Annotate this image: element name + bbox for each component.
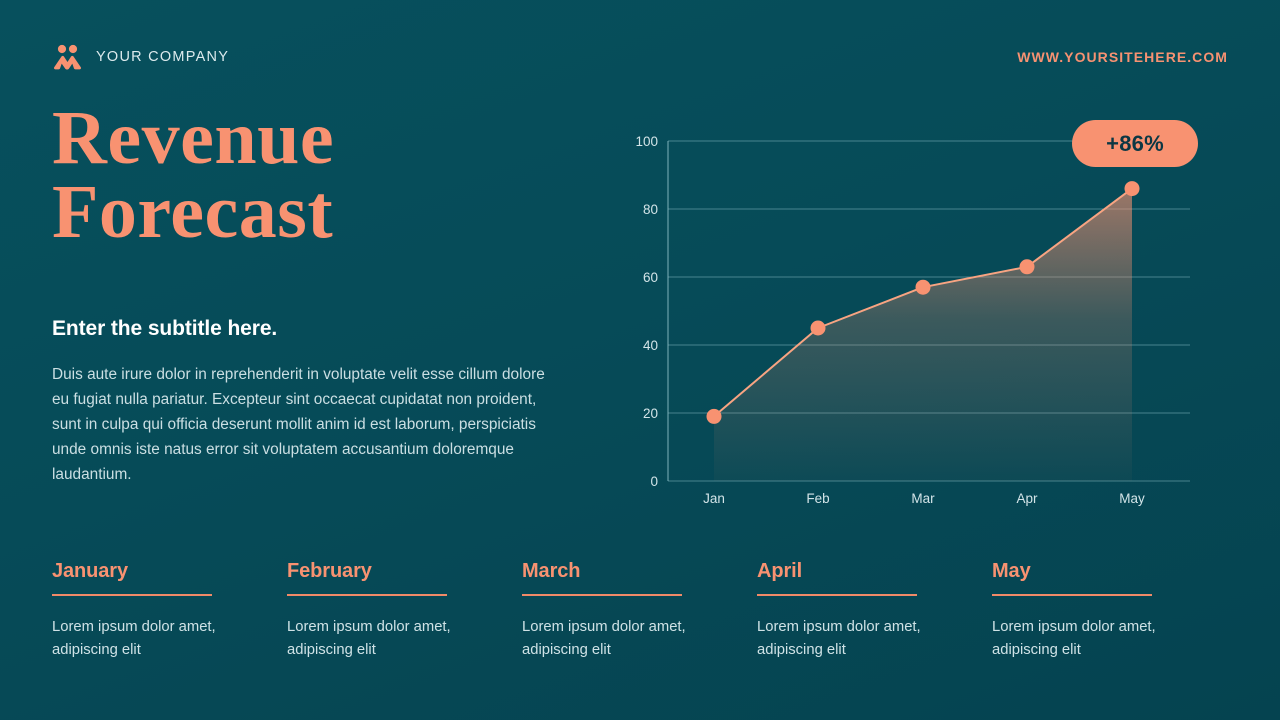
x-tick-feb: Feb [806, 491, 829, 506]
x-axis-tick-labels: Jan Feb Mar Apr May [703, 491, 1145, 506]
body-paragraph: Duis aute irure dolor in reprehenderit i… [52, 366, 545, 484]
month-rule [992, 594, 1152, 596]
data-point-jan [706, 408, 722, 424]
month-text: Lorem ipsum dolor amet, adipiscing elit [287, 619, 451, 658]
data-point-mar [915, 279, 931, 295]
hero-text-column: Revenue Forecast Enter the subtitle here… [52, 96, 572, 488]
month-name: March [522, 560, 581, 582]
month-rule [522, 594, 682, 596]
month-name: February [287, 560, 372, 582]
x-tick-apr: Apr [1016, 491, 1038, 506]
month-name: April [757, 560, 803, 582]
site-url-link[interactable]: WWW.YOURSITEHERE.COM [1017, 49, 1228, 65]
x-tick-may: May [1119, 491, 1145, 506]
y-tick-0: 0 [650, 474, 658, 489]
month-text: Lorem ipsum dolor amet, adipiscing elit [522, 619, 686, 658]
chart-area-fill [714, 188, 1132, 481]
subtitle: Enter the subtitle here. [52, 317, 278, 341]
month-card-april: April Lorem ipsum dolor amet, adipiscing… [757, 560, 992, 662]
month-card-march: March Lorem ipsum dolor amet, adipiscing… [522, 560, 757, 662]
people-group-icon [52, 44, 82, 70]
month-rule [52, 594, 212, 596]
data-point-apr [1019, 259, 1035, 275]
month-cards-row: January Lorem ipsum dolor amet, adipisci… [52, 560, 1228, 662]
month-rule [287, 594, 447, 596]
y-tick-100: 100 [635, 134, 658, 149]
title-line-1: Revenue [52, 96, 335, 180]
month-name: January [52, 560, 129, 582]
month-text: Lorem ipsum dolor amet, adipiscing elit [992, 619, 1156, 658]
month-card-january: January Lorem ipsum dolor amet, adipisci… [52, 560, 287, 662]
page-title: Revenue Forecast [52, 96, 572, 254]
month-name: May [992, 560, 1031, 582]
growth-badge: +86% [1072, 120, 1198, 167]
month-text: Lorem ipsum dolor amet, adipiscing elit [757, 619, 921, 658]
x-tick-jan: Jan [703, 491, 725, 506]
brand-block: YOUR COMPANY [52, 44, 229, 70]
revenue-chart: 100 80 60 40 20 0 Jan Feb Mar Apr May +8… [620, 118, 1240, 513]
slide-header: YOUR COMPANY WWW.YOURSITEHERE.COM [52, 42, 1228, 72]
data-point-may [1124, 181, 1140, 197]
y-tick-20: 20 [643, 406, 658, 421]
month-rule [757, 594, 917, 596]
y-tick-40: 40 [643, 338, 658, 353]
x-tick-mar: Mar [911, 491, 935, 506]
chart-svg: 100 80 60 40 20 0 Jan Feb Mar Apr May [635, 134, 1190, 506]
brand-name: YOUR COMPANY [96, 49, 230, 65]
y-axis-tick-labels: 100 80 60 40 20 0 [635, 134, 658, 489]
month-card-may: May Lorem ipsum dolor amet, adipiscing e… [992, 560, 1227, 662]
month-card-february: February Lorem ipsum dolor amet, adipisc… [287, 560, 522, 662]
y-tick-60: 60 [643, 270, 658, 285]
title-line-2: Forecast [52, 169, 334, 254]
month-text: Lorem ipsum dolor amet, adipiscing elit [52, 619, 216, 658]
y-tick-80: 80 [643, 202, 658, 217]
data-point-feb [810, 320, 826, 336]
chart-data-markers [706, 181, 1140, 424]
